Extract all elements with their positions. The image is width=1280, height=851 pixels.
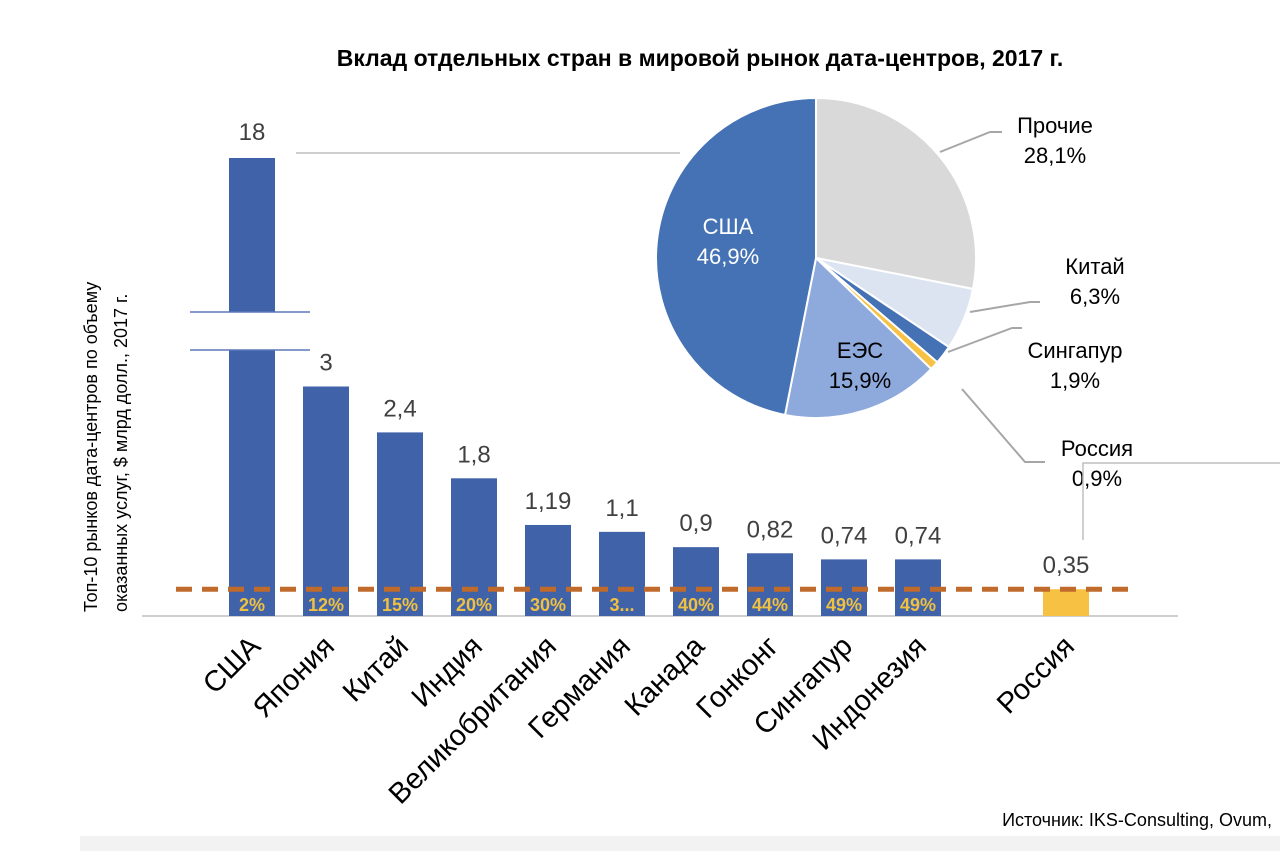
- pie-label-name: Сингапур: [1027, 338, 1122, 363]
- pie-label-value: 6,3%: [1070, 284, 1120, 309]
- x-tick-label: Китай: [337, 630, 415, 708]
- bar-inner-label: 49%: [900, 595, 936, 615]
- bar-value-label: 1,1: [605, 495, 638, 522]
- bar-value-label: 18: [239, 119, 266, 146]
- bar-item-10: [1043, 589, 1089, 616]
- bar-inner-label: 2%: [239, 595, 265, 615]
- chart-title: Вклад отдельных стран в мировой рынок да…: [337, 45, 1063, 71]
- x-tick-label: Япония: [247, 630, 341, 724]
- source-note: Источник: IKS-Consulting, Ovum,: [1002, 810, 1272, 830]
- footer-strip: [80, 836, 1280, 851]
- bar-inner-label: 12%: [308, 595, 344, 615]
- pie-label-name: США: [703, 214, 754, 239]
- x-tick-label: Россия: [991, 630, 1081, 720]
- pie-label-name: Россия: [1061, 436, 1133, 461]
- pie-label-value: 28,1%: [1024, 143, 1086, 168]
- bar-item-3: [451, 478, 497, 616]
- bar-value-label: 2,4: [383, 395, 416, 422]
- bar-value-label: 1,8: [457, 441, 490, 468]
- bar-item-6: [673, 547, 719, 616]
- bar-value-label: 1,19: [525, 488, 572, 515]
- pie-label-value: 46,9%: [697, 244, 759, 269]
- pie-slice-0: [655, 96, 817, 417]
- bar-item-7: [747, 553, 793, 616]
- bar-inner-label: 30%: [530, 595, 566, 615]
- bar-value-label: 0,9: [679, 510, 712, 537]
- pie-slice-1: [815, 96, 977, 291]
- bar-item-2: [377, 432, 423, 616]
- pie-leader-line: [947, 327, 1022, 353]
- bar-value-label: 0,74: [895, 522, 942, 549]
- pie-label-value: 1,9%: [1050, 368, 1100, 393]
- pie-label-name: Прочие: [1017, 113, 1093, 138]
- pie-leader-line: [969, 301, 1040, 313]
- bar-value-label: 0,74: [821, 522, 868, 549]
- bar-value-label: 3: [319, 350, 332, 377]
- bar-item-4: [525, 524, 571, 616]
- bar-usa-upper: [229, 158, 275, 312]
- bar-inner-label: 3...: [609, 595, 634, 615]
- pie-leader-line: [961, 388, 1045, 463]
- bar-item-5: [599, 531, 645, 616]
- bar-inner-label: 15%: [382, 595, 418, 615]
- pie-slice-5: [783, 256, 933, 419]
- pie-label-value: 15,9%: [829, 368, 891, 393]
- pie-label-value: 0,9%: [1072, 466, 1122, 491]
- bar-usa-lower: [229, 350, 275, 616]
- bar-inner-label: 49%: [826, 595, 862, 615]
- y-axis-label-line-1: Топ-10 рынков дата-центров по объему: [81, 282, 101, 612]
- x-tick-label: США: [197, 630, 267, 700]
- bar-value-label: 0,82: [747, 516, 794, 543]
- pie-leader-line: [939, 131, 1002, 153]
- russia-connector-line: [1082, 462, 1280, 540]
- pie-label-name: Китай: [1065, 254, 1124, 279]
- pie-label-name: ЕЭС: [837, 338, 883, 363]
- y-axis-label-line-2: оказанных услуг, $ млрд долл., 2017 г.: [111, 294, 131, 612]
- bar-item-1: [303, 386, 349, 616]
- bar-value-label: 0,35: [1043, 552, 1090, 579]
- bar-inner-label: 20%: [456, 595, 492, 615]
- bar-inner-label: 44%: [752, 595, 788, 615]
- bar-inner-label: 40%: [678, 595, 714, 615]
